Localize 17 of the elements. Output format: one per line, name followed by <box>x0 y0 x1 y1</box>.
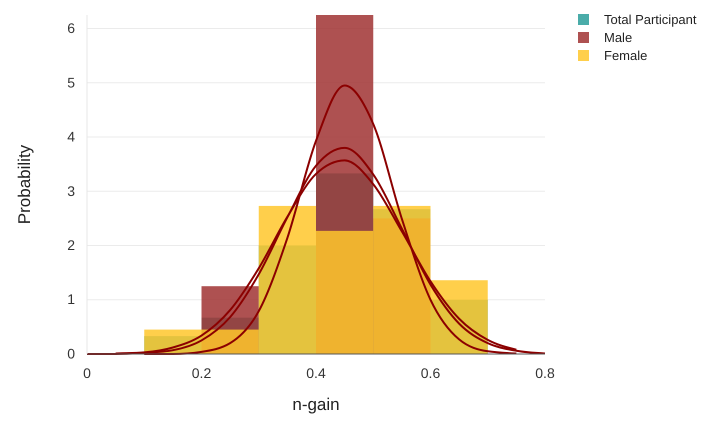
legend-label: Female <box>604 48 648 63</box>
x-axis-title: n-gain <box>292 395 340 414</box>
y-axis-title: Probability <box>15 144 34 224</box>
x-tick-label: 0.6 <box>420 364 440 381</box>
x-tick-label: 0.2 <box>192 364 212 381</box>
x-tick-label: 0 <box>83 364 92 381</box>
y-tick-label: 0 <box>67 345 76 362</box>
x-tick-label: 0.8 <box>535 364 555 381</box>
y-tick-label: 1 <box>67 291 76 308</box>
y-tick-label: 2 <box>67 237 76 253</box>
y-tick-label: 6 <box>67 20 76 36</box>
legend-label: Total Participant <box>604 12 697 27</box>
y-tick-label: 5 <box>67 74 76 90</box>
x-tick-label: 0.4 <box>306 364 326 381</box>
y-tick-label: 4 <box>67 128 76 145</box>
legend-label: Male <box>604 30 632 45</box>
y-tick-label: 3 <box>67 182 76 199</box>
